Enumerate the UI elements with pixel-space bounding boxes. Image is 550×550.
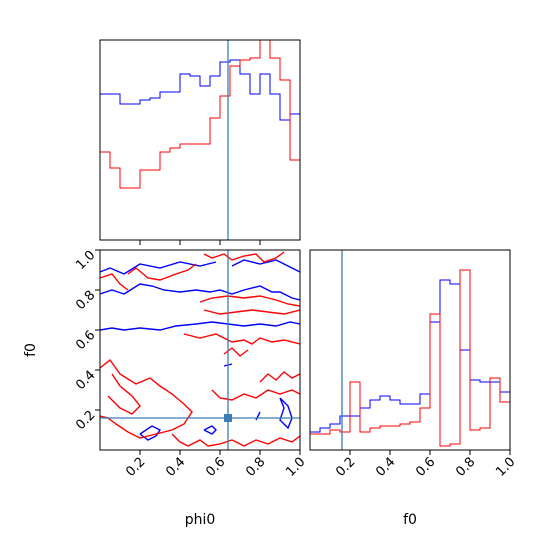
contour-line-0: [100, 283, 300, 301]
contour-line-9: [100, 358, 193, 439]
f0-hist-x-tick-label-0: 0.2: [333, 455, 358, 480]
contour-y-tick-label-0: 0.2: [73, 408, 98, 433]
truth-marker: [224, 414, 232, 422]
contour-line-10: [107, 373, 141, 415]
phi0-histogram-panel: [99, 39, 301, 245]
contour-line-20: [259, 371, 300, 383]
contour-line-11: [127, 263, 197, 281]
f0-histogram-panel: 0.2 0.4 0.6 0.8 1.0: [309, 249, 518, 480]
contour-line-18: [211, 389, 300, 401]
contour-line-5: [203, 425, 217, 435]
contour-x-tick-label-1: 0.4: [163, 455, 188, 480]
contour-y-tick-label-1: 0.4: [73, 368, 98, 393]
contour-line-14: [199, 295, 300, 307]
contour-x-tick-label-3: 0.8: [243, 455, 268, 480]
y-axis-label-f0: f0: [23, 343, 39, 357]
contour-x-tick-label-4: 1.0: [283, 455, 308, 480]
contour-line-1: [100, 321, 300, 331]
f0-hist-x-tick-label-4: 1.0: [493, 455, 518, 480]
contour-y-tick-label-2: 0.6: [73, 328, 98, 353]
f0-hist-series-1: [309, 269, 511, 450]
f0-hist-x-tick-label-3: 0.8: [453, 455, 478, 480]
contour-line-16: [183, 333, 300, 345]
phi0-hist-series-0: [99, 59, 301, 240]
contour-frame: [99, 249, 301, 451]
contour-line-12: [100, 273, 129, 291]
contour-x-tick-label-2: 0.6: [203, 455, 228, 480]
x-axis-label-f0: f0: [403, 512, 417, 528]
phi0-hist-series-1: [99, 39, 301, 240]
f0-hist-x-tick-label-2: 0.6: [413, 455, 438, 480]
f0-hist-series-0: [309, 279, 511, 450]
contour-line-3: [231, 259, 300, 273]
contour-line-2: [100, 261, 217, 275]
contour-line-13: [203, 251, 285, 263]
f0-histogram-frame: [309, 249, 511, 451]
phi0-f0-contour-panel: 0.2 0.4 0.6 0.8 1.0 0.2 0.4 0.6 0.8 1.0: [73, 248, 308, 480]
x-axis-label-phi0: phi0: [185, 512, 216, 528]
phi0-histogram-frame: [99, 39, 301, 241]
contour-line-8: [255, 411, 261, 421]
contour-y-tick-label-4: 1.0: [73, 248, 98, 273]
contour-line-15: [203, 309, 300, 315]
f0-hist-x-tick-label-1: 0.4: [373, 455, 398, 480]
contour-line-6: [279, 397, 293, 430]
contour-y-tick-label-3: 0.8: [73, 288, 98, 313]
contour-line-19: [171, 433, 300, 447]
contour-x-tick-label-0: 0.2: [123, 455, 148, 480]
